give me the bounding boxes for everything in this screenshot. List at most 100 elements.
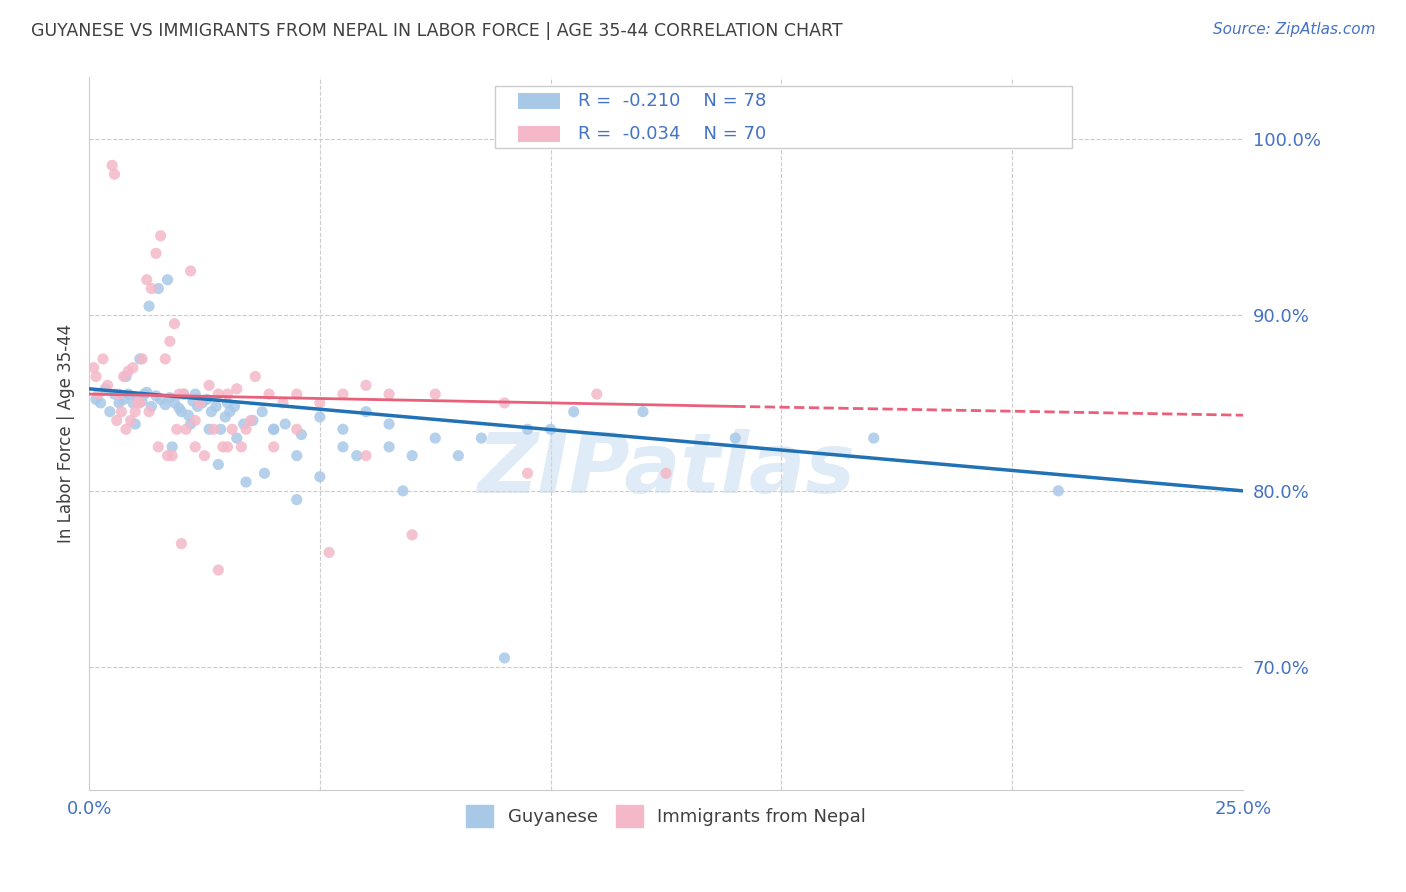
Point [218,405,240,419]
Point [242,413,264,427]
Point [217,387,239,401]
Point [224,400,246,414]
Point [156,449,179,463]
Point [120,413,142,427]
Point [105,413,128,427]
Point [103,387,125,401]
Point [250,405,273,419]
Point [447,449,470,463]
Point [235,422,257,436]
Point [131,394,153,409]
Point [191,396,214,410]
Point [318,545,340,559]
Point [217,396,239,410]
Point [98,405,121,419]
Point [108,387,131,401]
Point [257,387,280,401]
Point [285,422,308,436]
Point [112,392,135,407]
Point [862,431,884,445]
Point [166,422,188,436]
Point [235,475,257,489]
Point [122,360,145,375]
Point [87,387,110,401]
Point [103,167,125,181]
Point [425,431,447,445]
Point [392,483,415,498]
Point [308,409,330,424]
Point [263,440,285,454]
Point [117,387,139,401]
Point [1047,483,1070,498]
Point [401,449,423,463]
Point [177,408,200,422]
Point [131,351,153,366]
Point [167,401,190,416]
Point [170,536,193,550]
Point [378,440,401,454]
Point [631,405,654,419]
Point [155,351,177,366]
Point [91,351,114,366]
Point [141,400,163,414]
Point [117,364,139,378]
Point [346,449,368,463]
Point [494,651,516,665]
Text: R =  -0.034    N = 70: R = -0.034 N = 70 [578,125,766,143]
Point [285,449,308,463]
Point [516,422,538,436]
Point [145,246,167,260]
Point [122,396,145,410]
Point [308,396,330,410]
Point [115,422,138,436]
Point [170,405,193,419]
Point [96,378,118,392]
Point [354,449,377,463]
Point [195,392,218,407]
Point [159,334,181,349]
Point [263,422,285,436]
Point [274,417,297,431]
Point [128,351,150,366]
Point [308,470,330,484]
Text: R =  -0.210    N = 78: R = -0.210 N = 78 [578,92,766,111]
Point [263,422,285,436]
Point [184,440,207,454]
Point [540,422,562,436]
Point [285,387,308,401]
Point [145,389,167,403]
Point [148,281,170,295]
Point [159,391,181,405]
Point [156,273,179,287]
Point [134,387,156,401]
Point [207,458,229,472]
Point [173,387,195,401]
Text: GUYANESE VS IMMIGRANTS FROM NEPAL IN LABOR FORCE | AGE 35-44 CORRELATION CHART: GUYANESE VS IMMIGRANTS FROM NEPAL IN LAB… [31,22,842,40]
Point [354,405,377,419]
Point [127,396,149,410]
Point [167,387,190,401]
Point [148,440,170,454]
Point [160,449,183,463]
Point [202,422,225,436]
Legend: Guyanese, Immigrants from Nepal: Guyanese, Immigrants from Nepal [458,797,873,834]
Point [180,417,202,431]
Point [188,396,211,410]
Point [205,400,228,414]
Bar [495,87,1073,148]
Point [585,387,607,401]
Point [124,405,146,419]
Point [181,394,204,409]
Point [271,396,294,410]
Point [180,264,202,278]
Point [84,369,107,384]
Point [90,396,112,410]
Point [149,392,172,407]
Point [163,396,186,410]
Point [174,422,197,436]
Point [184,413,207,427]
Point [207,387,229,401]
Point [186,400,208,414]
Point [425,387,447,401]
Point [231,440,253,454]
